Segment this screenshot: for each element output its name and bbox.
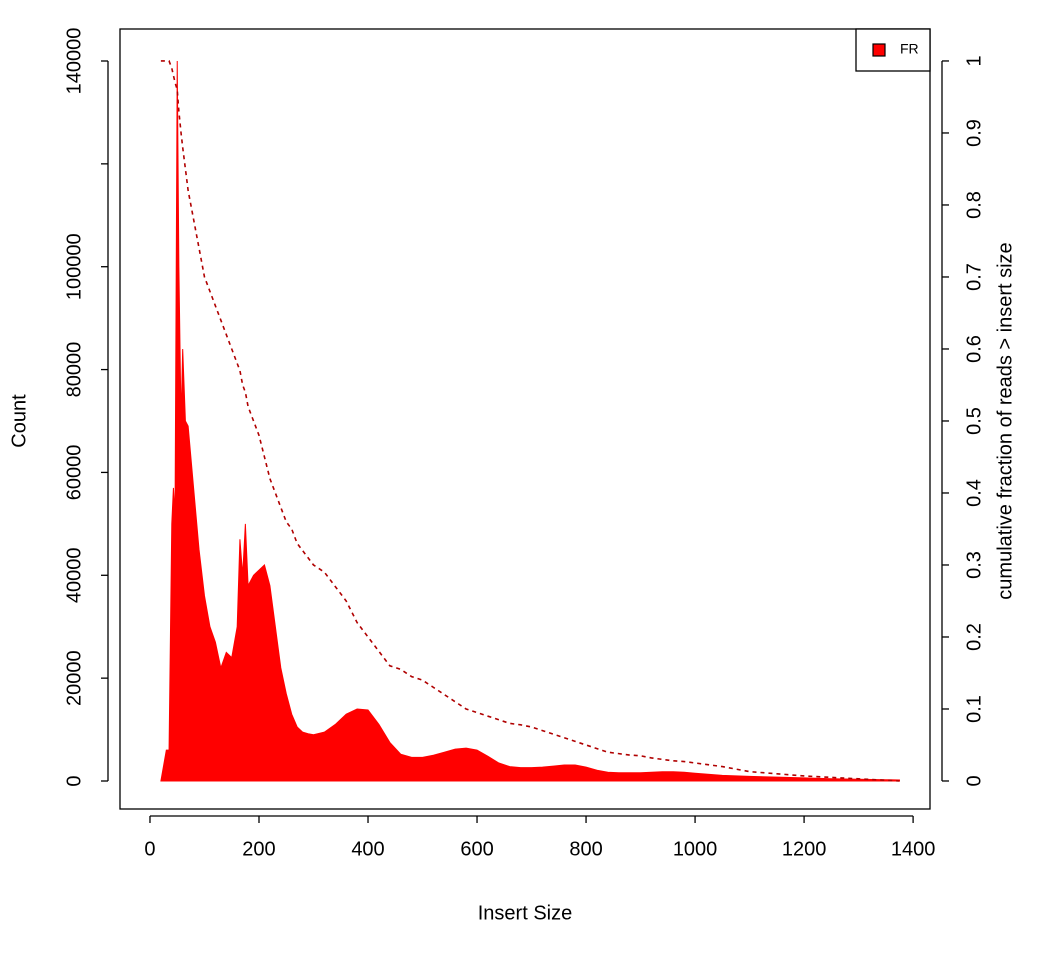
y2-tick-label: 0.5	[963, 407, 985, 435]
y-tick-label: 60000	[63, 445, 85, 501]
cumulative-line	[160, 60, 900, 782]
y2-tick-label: 0.1	[963, 695, 985, 723]
y2-tick-label: 0.2	[963, 623, 985, 651]
x-tick-label: 0	[144, 838, 155, 860]
legend-swatch	[872, 43, 886, 57]
x-axis-label: Insert Size	[478, 902, 572, 924]
y-axis-label: Count	[8, 394, 30, 448]
legend-label: FR	[900, 41, 919, 57]
y-tick-label: 40000	[63, 547, 85, 603]
x-tick-label: 800	[569, 838, 602, 860]
y-tick-label: 80000	[63, 342, 85, 398]
x-tick-label: 200	[242, 838, 275, 860]
y2-tick-label: 1	[963, 55, 985, 66]
y2-tick-label: 0.7	[963, 263, 985, 291]
y-tick-label: 100000	[63, 233, 85, 300]
y-tick-label: 140000	[63, 28, 85, 95]
plot-frame	[119, 28, 931, 810]
y2-tick-label: 0.4	[963, 479, 985, 507]
y2-axis-label: cumulative fraction of reads > insert si…	[994, 242, 1016, 599]
y2-tick-label: 0.6	[963, 335, 985, 363]
y2-tick-label: 0.3	[963, 551, 985, 579]
y-tick-label: 0	[63, 775, 85, 786]
legend-box	[855, 28, 931, 72]
y2-tick-label: 0.8	[963, 191, 985, 219]
x-tick-label: 1000	[673, 838, 718, 860]
histogram-area	[160, 60, 900, 782]
x-tick-label: 1200	[782, 838, 827, 860]
x-tick-label: 600	[460, 838, 493, 860]
y-tick-label: 20000	[63, 650, 85, 706]
x-tick-label: 1400	[891, 838, 936, 860]
y2-tick-label: 0.9	[963, 119, 985, 147]
y2-tick-label: 0	[963, 775, 985, 786]
x-tick-label: 400	[351, 838, 384, 860]
